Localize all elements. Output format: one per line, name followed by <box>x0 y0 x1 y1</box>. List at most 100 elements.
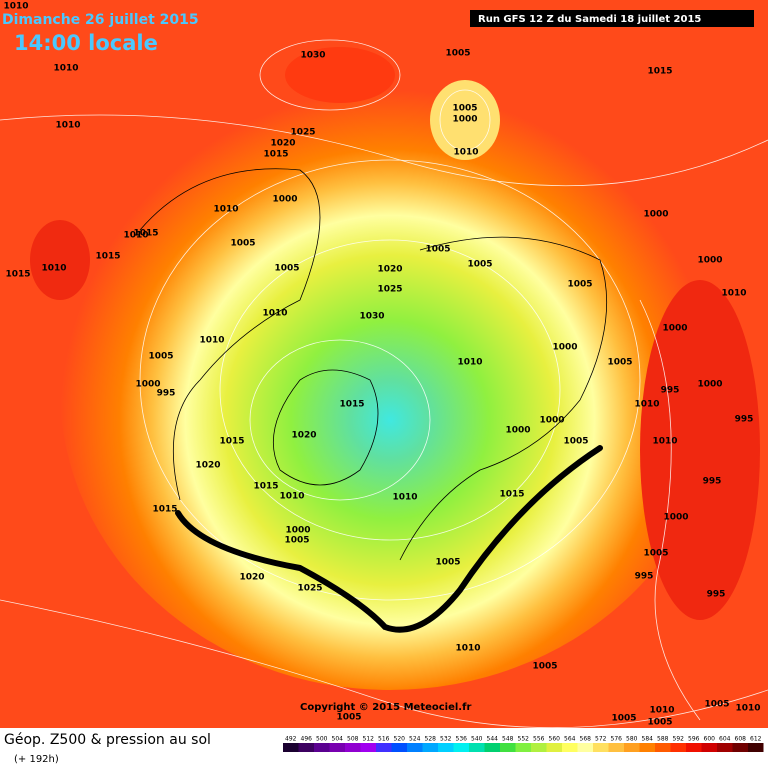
scale-label: 556 <box>533 736 545 743</box>
scale-swatch <box>655 743 671 752</box>
isobar-label: 1000 <box>662 324 687 334</box>
isobar-label: 1005 <box>148 352 173 362</box>
isobar-label: 1005 <box>607 358 632 368</box>
isobar-label: 1015 <box>95 252 120 262</box>
scale-label: 568 <box>580 736 592 743</box>
scale-swatch <box>701 743 717 752</box>
isobar-label: 1010 <box>123 231 148 241</box>
isobar-label: 1000 <box>272 195 297 205</box>
scale-label: 536 <box>456 736 468 743</box>
isobars <box>0 39 768 729</box>
isobar-label: 995 <box>707 590 726 600</box>
isobar-label: 1015 <box>263 150 288 160</box>
isobar-label: 1000 <box>135 380 160 390</box>
isobar-label: 1005 <box>452 104 477 114</box>
scale-swatch <box>438 743 454 752</box>
scale-label: 544 <box>487 736 499 743</box>
scale-label: 516 <box>378 736 390 743</box>
isobar-label: 1000 <box>505 426 530 436</box>
isobar-label: 1005 <box>425 245 450 255</box>
scale-label: 560 <box>549 736 561 743</box>
scale-swatch <box>732 743 748 752</box>
scale-swatch <box>748 743 764 752</box>
isobar-label: 1015 <box>647 67 672 77</box>
scale-swatch <box>577 743 593 752</box>
isobar-label: 1010 <box>262 309 287 319</box>
scale-swatch <box>531 743 547 752</box>
run-label: Run GFS 12 Z du Samedi 18 juillet 2015 <box>478 14 701 25</box>
scale-swatch <box>593 743 609 752</box>
isobar-label: 995 <box>157 389 176 399</box>
isobar-label: 1025 <box>290 128 315 138</box>
scale-swatch <box>376 743 392 752</box>
isobar-label: 1015 <box>253 482 278 492</box>
scale-swatch <box>686 743 702 752</box>
isobar-label: 1000 <box>285 526 310 536</box>
scale-label: 500 <box>316 736 328 743</box>
isobar-label: 995 <box>635 572 654 582</box>
isobar-label: 995 <box>703 477 722 487</box>
run-box <box>470 10 754 27</box>
isobar-label: 1020 <box>291 431 316 441</box>
isobar-label: 1010 <box>279 492 304 502</box>
scale-swatch <box>360 743 376 752</box>
isobar-label: 1010 <box>453 148 478 158</box>
isobar-label: 1010 <box>721 289 746 299</box>
isobar-label: 1000 <box>643 210 668 220</box>
isobar-label: 1010 <box>652 437 677 447</box>
scale-label: 496 <box>301 736 313 743</box>
isobar-label: 1010 <box>735 704 760 714</box>
scale-label: 580 <box>626 736 638 743</box>
scale-label: 504 <box>332 736 344 743</box>
isobar-label: 1000 <box>452 115 477 125</box>
coastlines <box>139 168 608 561</box>
scale-swatch <box>515 743 531 752</box>
high-anomaly <box>640 280 760 620</box>
isobar-label: 1030 <box>359 312 384 322</box>
height-field <box>60 90 720 690</box>
isobar-label: 1010 <box>53 64 78 74</box>
isobar-label: 1010 <box>457 358 482 368</box>
scale-swatch <box>670 743 686 752</box>
isobar-label: 1005 <box>284 536 309 546</box>
isobar-label: 1010 <box>392 493 417 503</box>
scale-label: 600 <box>704 736 716 743</box>
isobar-label: 1005 <box>445 49 470 59</box>
isobar-label: 1000 <box>697 380 722 390</box>
scale-label: 540 <box>471 736 483 743</box>
scale-label: 596 <box>688 736 700 743</box>
isobar-label: 1005 <box>563 437 588 447</box>
scale-label: 528 <box>425 736 437 743</box>
isobar-label: 1010 <box>649 706 674 716</box>
scale-swatch <box>562 743 578 752</box>
isobar-label: 1005 <box>567 280 592 290</box>
low-anomaly <box>430 80 500 160</box>
isobar-label: 1020 <box>195 461 220 471</box>
isobar-label: 1005 <box>336 713 361 723</box>
scale-swatch <box>608 743 624 752</box>
scale-swatch <box>329 743 345 752</box>
isobar-label: 1005 <box>643 549 668 559</box>
isobar-label: 1015 <box>152 505 177 515</box>
scale-label: 608 <box>735 736 747 743</box>
scale-swatch <box>314 743 330 752</box>
scale-label: 548 <box>502 736 514 743</box>
scale-swatch <box>469 743 485 752</box>
isobar-label: 1015 <box>339 400 364 410</box>
scale-label: 584 <box>642 736 654 743</box>
scale-swatch <box>422 743 438 752</box>
isobar-label: 1010 <box>213 205 238 215</box>
isobar-label: 1010 <box>455 644 480 654</box>
scale-label: 572 <box>595 736 607 743</box>
scale-label: 592 <box>673 736 685 743</box>
scale-label: 492 <box>285 736 297 743</box>
isobar-label: 1000 <box>552 343 577 353</box>
isobar-label: 1020 <box>377 265 402 275</box>
isobar-label: 1005 <box>532 662 557 672</box>
scale-label: 512 <box>363 736 375 743</box>
scale-swatch <box>546 743 562 752</box>
isobar-label: 1015 <box>133 229 158 239</box>
isobar-label: 1010 <box>3 2 28 12</box>
